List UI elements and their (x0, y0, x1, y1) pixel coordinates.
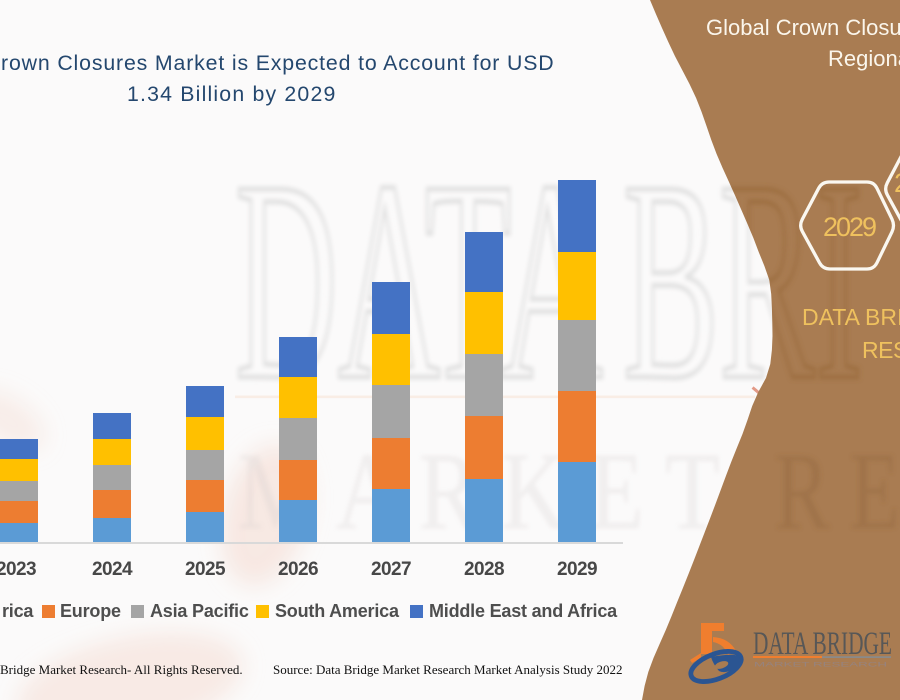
svg-text:MARKET RESEARCH: MARKET RESEARCH (754, 662, 888, 669)
svg-text:R E S E A R C H: R E S E A R C H (775, 430, 900, 552)
svg-text:20: 20 (894, 168, 900, 198)
svg-text:2029: 2029 (823, 212, 876, 242)
svg-text:BRI: BRI (623, 122, 863, 440)
